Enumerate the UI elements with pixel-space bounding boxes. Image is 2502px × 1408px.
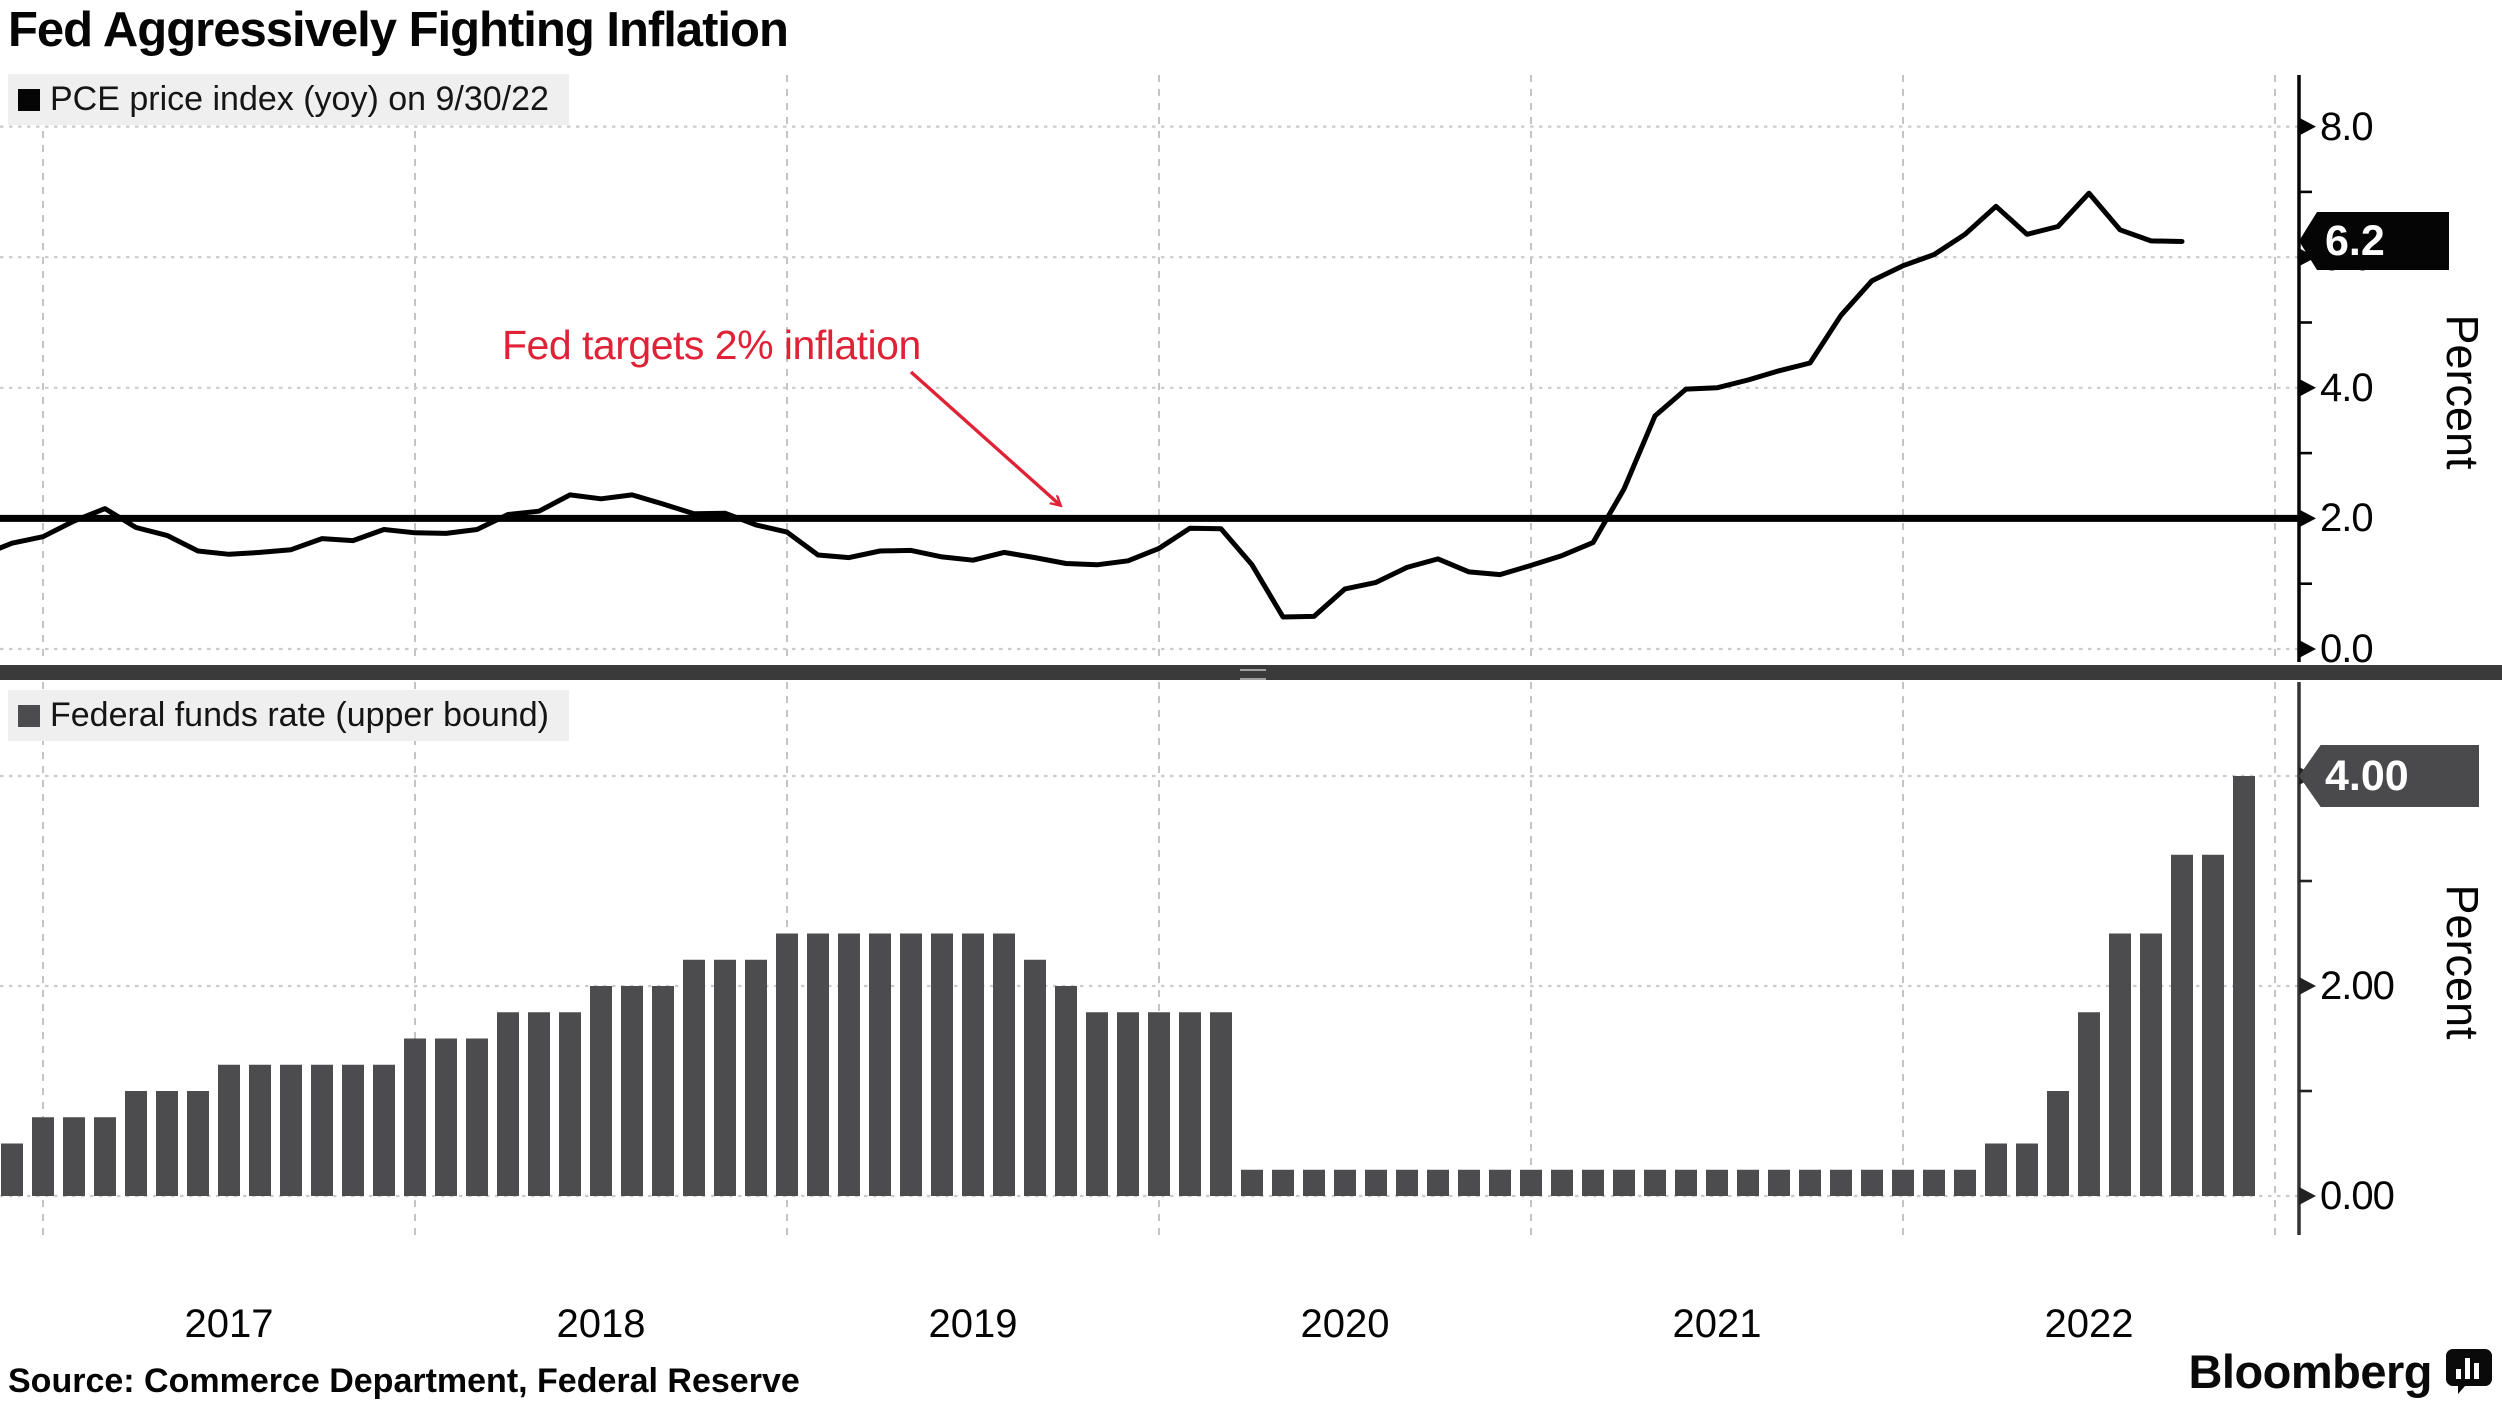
x-tick-2020: 2020 [1300, 1302, 1390, 1346]
x-tick-2021: 2021 [1672, 1302, 1762, 1346]
y-tick-top-0: 0.0 [2320, 627, 2374, 671]
legend-pce-label: PCE price index (yoy) on 9/30/22 [50, 80, 549, 118]
y-tick-bottom-2: 2.00 [2320, 964, 2395, 1008]
axes-and-ticks [2297, 75, 2316, 1235]
x-tick-2022: 2022 [2044, 1302, 2134, 1346]
bloomberg-logo: Bloomberg [2188, 1344, 2492, 1399]
legend-swatch-black-icon [18, 88, 40, 111]
legend-pce[interactable]: PCE price index (yoy) on 9/30/22 [8, 74, 569, 125]
x-tick-2017: 2017 [184, 1302, 274, 1346]
y-axis-label-bottom: Percent [2437, 884, 2488, 1040]
bloomberg-wordmark: Bloomberg [2188, 1345, 2432, 1398]
y-tick-top-8: 8.0 [2320, 105, 2374, 149]
bloomberg-terminal-icon [2446, 1349, 2492, 1394]
legend-fed-funds-label: Federal funds rate (upper bound) [50, 696, 549, 734]
pce-line-series [0, 190, 2185, 620]
source-note: Source: Commerce Department, Federal Res… [8, 1362, 800, 1400]
y-tick-top-2: 2.0 [2320, 496, 2374, 540]
y-axis-label-top: Percent [2437, 314, 2488, 470]
x-tick-2018: 2018 [556, 1302, 646, 1346]
y-tick-bottom-0: 0.00 [2320, 1174, 2395, 1218]
panel-divider [0, 665, 2502, 680]
fed-target-annotation: Fed targets 2% inflation [502, 322, 921, 368]
legend-fed-funds[interactable]: Federal funds rate (upper bound) [8, 690, 569, 741]
last-value-badge-fed-funds: 4.00 [2299, 745, 2479, 807]
x-tick-2019: 2019 [928, 1302, 1018, 1346]
annotation-arrow [909, 370, 1060, 505]
last-value-badge-pce: 6.2 [2299, 212, 2449, 270]
chart-title: Fed Aggressively Fighting Inflation [8, 3, 789, 57]
legend-swatch-gray-icon [18, 704, 40, 727]
divider-grip-handle[interactable] [1240, 669, 1266, 680]
fed-funds-bars [1, 776, 2255, 1196]
y-tick-top-4: 4.0 [2320, 366, 2374, 410]
